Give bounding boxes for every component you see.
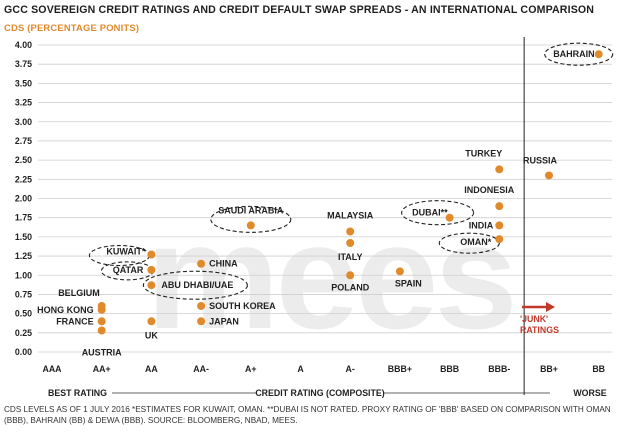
point-kuwait: [147, 250, 156, 259]
point-label-kuwait: KUWAIT*: [106, 247, 145, 257]
point-label-hong-kong: HONG KONG: [37, 305, 94, 315]
y-tick-label: 1.75: [15, 213, 32, 223]
point-indonesia: [495, 202, 504, 211]
x-axis-footer: BEST RATING CREDIT RATING (COMPOSITE) WORS…: [48, 388, 607, 398]
highlight-ellipse-bahrain: [544, 42, 614, 66]
y-axis-ticks: 0.00 0.25 0.50 0.75 1.00 1.25 1.50 1.75 2.00 2.25…: [15, 40, 32, 357]
point-france: [97, 317, 106, 326]
point-qatar: [147, 265, 156, 274]
point-poland: [346, 271, 355, 280]
point-abu-dhabi-uae: [147, 281, 156, 290]
y-tick-label: 1.00: [15, 270, 32, 280]
y-tick-label: 0.25: [15, 328, 32, 338]
point-bahrain: [594, 50, 603, 59]
point-label-dubai: DUBAI**: [412, 208, 448, 218]
x-tick-label: A-: [346, 364, 355, 374]
x-axis-worse-label: WORSE: [573, 388, 606, 398]
point-label-south-korea: SOUTH KOREA: [209, 301, 276, 311]
highlight-ellipse-saudi-arabia: [210, 205, 292, 233]
point-label-saudi-arabia: SAUDI ARABIA: [218, 205, 284, 215]
point-label-russia: RUSSIA: [523, 155, 558, 165]
point-spain: [395, 267, 404, 276]
point-label-malaysia: MALAYSIA: [327, 211, 374, 221]
point-label-france: FRANCE: [56, 316, 94, 326]
x-tick-label: BBB-: [488, 364, 510, 374]
point-labels: HONG KONG BELGIUM FRANCE AUSTRIA KUWAIT* QATA…: [37, 49, 595, 357]
y-tick-label: 3.50: [15, 78, 32, 88]
x-tick-label: AA-: [193, 364, 209, 374]
x-axis-title: CREDIT RATING (COMPOSITE): [255, 388, 384, 398]
y-tick-label: 2.50: [15, 155, 32, 165]
x-tick-label: BBB+: [388, 364, 412, 374]
point-china: [197, 259, 206, 268]
y-tick-label: 2.00: [15, 194, 32, 204]
y-tick-label: 0.00: [15, 347, 32, 357]
point-label-oman: OMAN*: [460, 237, 491, 247]
point-japan: [197, 317, 206, 326]
x-tick-label: AA+: [93, 364, 111, 374]
chart-title: GCC SOVEREIGN CREDIT RATINGS AND CREDIT …: [4, 4, 595, 16]
x-tick-label: BB+: [540, 364, 558, 374]
y-tick-label: 1.25: [15, 251, 32, 261]
point-malaysia: [346, 227, 355, 236]
x-tick-label: A+: [245, 364, 257, 374]
y-tick-label: 4.00: [15, 40, 32, 50]
point-saudi-arabia: [246, 221, 255, 230]
point-italy: [346, 239, 355, 248]
y-tick-label: 0.50: [15, 309, 32, 319]
point-oman: [495, 235, 504, 244]
point-label-spain: SPAIN: [395, 278, 422, 288]
x-tick-label: A: [297, 364, 304, 374]
point-label-indonesia: INDONESIA: [464, 185, 515, 195]
data-points: [97, 50, 603, 335]
junk-label: 'JUNK' RATINGS: [520, 314, 559, 335]
y-tick-label: 3.00: [15, 117, 32, 127]
footnote: CDS LEVELS AS OF 1 JULY 2016 *ESTIMATES …: [4, 405, 611, 425]
point-austria: [97, 326, 106, 335]
junk-arrow-head: [546, 302, 555, 312]
point-label-india: INDIA: [469, 220, 494, 230]
x-axis-best-label: BEST RATING: [48, 388, 107, 398]
y-tick-label: 3.75: [15, 59, 32, 69]
highlight-ellipse-abu-dhabi-uae: [142, 270, 248, 300]
point-uk: [147, 317, 156, 326]
x-axis-ticks: AAA AA+ AA AA- A+ A A- BBB+ BBB BBB- BB+ BB: [42, 364, 605, 374]
y-tick-label: 2.25: [15, 174, 32, 184]
x-tick-label: BBB: [440, 364, 459, 374]
point-india: [495, 221, 504, 230]
y-tick-label: 1.50: [15, 232, 32, 242]
y-tick-label: 2.75: [15, 136, 32, 146]
junk-label-line: 'JUNK': [520, 314, 548, 324]
x-tick-label: BB: [592, 364, 605, 374]
junk-annotation: 'JUNK' RATINGS: [520, 302, 559, 335]
point-russia: [545, 171, 553, 180]
point-label-japan: JAPAN: [209, 316, 239, 326]
point-label-uk: UK: [145, 330, 158, 340]
grid-lines: [38, 44, 612, 353]
point-label-poland: POLAND: [331, 282, 370, 292]
highlight-ellipse-dubai: [401, 200, 475, 226]
point-label-abu-dhabi-uae: ABU DHABI/UAE: [161, 280, 233, 290]
watermark-text: mees: [146, 192, 514, 360]
point-dubai: [445, 213, 454, 222]
point-label-belgium: BELGIUM: [58, 288, 100, 298]
point-label-italy: ITALY: [338, 252, 363, 262]
point-belgium: [97, 301, 106, 310]
y-tick-label: 3.25: [15, 98, 32, 108]
point-south-korea: [197, 301, 206, 310]
point-label-turkey: TURKEY: [465, 148, 502, 158]
x-tick-label: AA: [145, 364, 158, 374]
point-label-qatar: QATAR: [113, 265, 144, 275]
point-label-bahrain: BAHRAIN: [553, 49, 595, 59]
junk-label-line: RATINGS: [520, 325, 559, 335]
y-axis-title: CDS (PERCENTAGE PONITS): [4, 22, 140, 33]
y-tick-label: 0.75: [15, 289, 32, 299]
point-label-china: CHINA: [209, 259, 238, 269]
point-label-austria: AUSTRIA: [82, 348, 122, 358]
x-tick-label: AAA: [42, 364, 62, 374]
mees-watermark: mees: [146, 192, 518, 360]
point-turkey: [495, 165, 504, 174]
